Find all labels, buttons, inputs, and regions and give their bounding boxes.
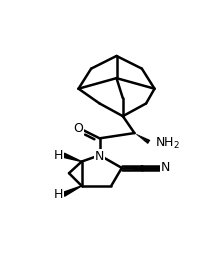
Text: NH$_2$: NH$_2$ [155,136,180,151]
Text: N: N [95,150,104,163]
Text: N: N [160,161,170,175]
Polygon shape [63,186,82,196]
Polygon shape [63,153,82,162]
Text: H: H [54,149,63,162]
Text: H: H [54,188,63,201]
Text: O: O [74,122,83,135]
